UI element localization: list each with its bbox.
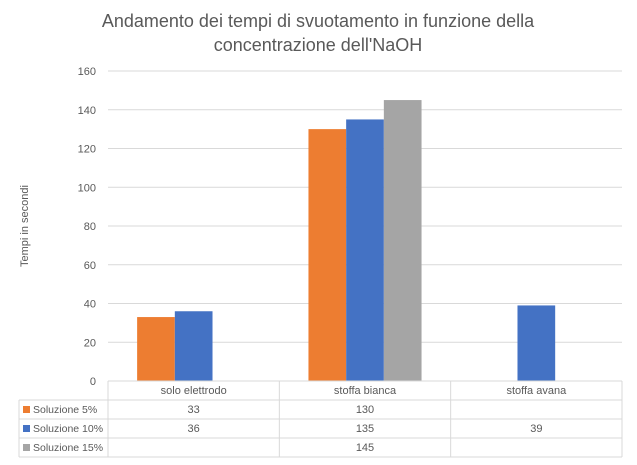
- data-table-value: 39: [530, 423, 542, 435]
- y-tick-label: 140: [78, 105, 96, 117]
- y-tick-label: 100: [78, 182, 96, 194]
- legend-swatch: [23, 444, 30, 451]
- y-tick-label: 80: [84, 221, 96, 233]
- y-tick-label: 0: [90, 376, 96, 388]
- bar: [174, 311, 213, 381]
- y-tick-label: 40: [84, 299, 96, 311]
- bar: [383, 100, 422, 381]
- legend-label: Soluzione 5%: [33, 404, 97, 416]
- data-table-value: 36: [188, 423, 200, 435]
- x-tick-label: stoffa bianca: [334, 385, 397, 397]
- y-axis-label: Tempi in secondi: [19, 185, 31, 267]
- bar: [308, 129, 347, 381]
- y-tick-label: 120: [78, 144, 96, 156]
- data-table: solo elettrodo stoffa bianca stoffa avana S…: [18, 380, 623, 458]
- chart-title-line-1: Andamento dei tempi di svuotamento in fu…: [102, 11, 535, 31]
- bars: [137, 100, 556, 381]
- data-table-value: 135: [356, 423, 374, 435]
- legend-label: Soluzione 10%: [33, 423, 103, 435]
- bar: [346, 119, 384, 381]
- x-tick-label: stoffa avana: [506, 385, 567, 397]
- y-tick-labels: 0 20 40 60 80 100 120 140 160: [78, 66, 96, 388]
- x-tick-label: solo elettrodo: [161, 385, 227, 397]
- legend-swatch: [23, 425, 30, 432]
- data-table-value: 145: [356, 442, 374, 454]
- data-table-value: 33: [188, 404, 200, 416]
- data-table-value: 130: [356, 404, 374, 416]
- chart-title: Andamento dei tempi di svuotamento in fu…: [102, 11, 535, 55]
- y-tick-label: 60: [84, 260, 96, 272]
- bar: [137, 317, 175, 381]
- legend-swatch: [23, 406, 30, 413]
- y-tick-label: 160: [78, 66, 96, 78]
- legend-label: Soluzione 15%: [33, 442, 103, 454]
- chart-title-line-2: concentrazione dell'NaOH: [214, 35, 423, 55]
- bar: [517, 305, 556, 381]
- y-tick-label: 20: [84, 337, 96, 349]
